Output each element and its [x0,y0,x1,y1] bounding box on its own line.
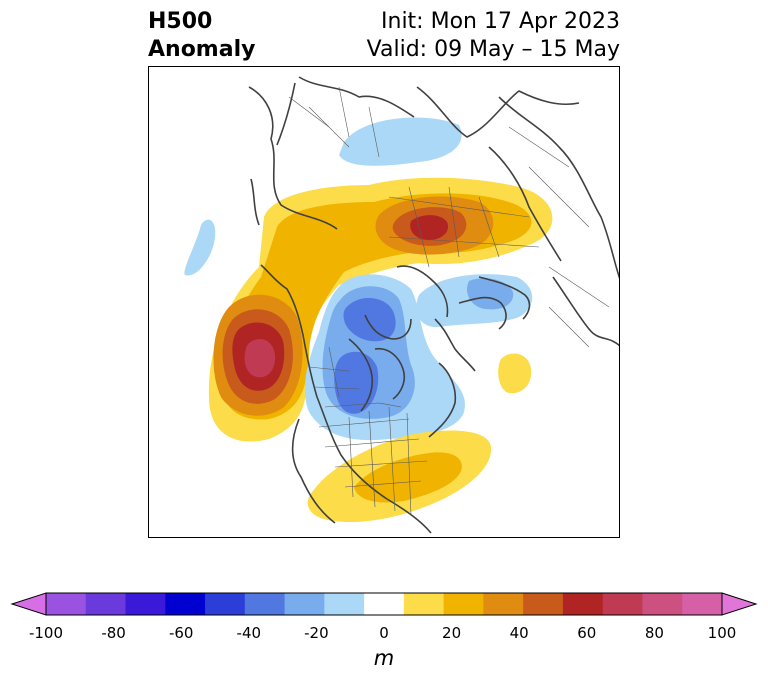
colorbar-segment [602,593,643,615]
colorbar-tick-label: 40 [509,624,529,642]
colorbar-segment [85,593,127,615]
anomaly-positive-siberia-core [410,215,449,241]
anomaly-positive-alaska-core [244,339,276,378]
colorbar-extend-low [10,592,47,616]
map-svg [184,76,619,534]
anomaly-fields [184,117,553,523]
colorbar-tick-label: -40 [236,624,262,642]
colorbar-tick-label: 80 [644,624,664,642]
anomaly-negative-pacific [184,219,216,276]
colorbar-segment [205,593,246,615]
title-type: Anomaly [148,37,256,62]
colorbar-segment [284,593,325,615]
colorbar-tick-label: 60 [577,624,597,642]
colorbar-segment [165,593,206,615]
colorbar-segment [523,593,564,615]
anomaly-negative-hudson-strong [334,351,379,414]
title-variable: H500 [148,9,213,34]
colorbar-segment [364,593,405,615]
colorbar-segment [324,593,365,615]
colorbar-segment [483,593,524,615]
colorbar-segment [244,593,286,615]
chart-title: H500 Anomaly [148,8,255,64]
valid-range: Valid: 09 May – 15 May [366,37,620,62]
colorbar-segment [562,593,604,615]
colorbar-tick-label: 20 [442,624,462,642]
colorbar-segment [642,593,683,615]
anomaly-negative-canada-strong [343,297,396,342]
colorbar-tick-label: -80 [101,624,126,642]
colorbar-segment [682,593,723,615]
colorbar-segment [443,593,484,615]
anomaly-positive-southeast-us-mid [354,452,462,503]
anomaly-map [148,66,620,538]
colorbar-extend-high [721,592,758,616]
colorbar-unit: m [373,646,395,670]
colorbar [10,592,758,616]
colorbar-segment [46,593,87,615]
colorbar-tick-label: 0 [379,624,389,642]
anomaly-negative-europe-mid [466,278,514,310]
anomaly-negative-north [339,117,462,166]
colorbar-tick-label: 100 [707,624,737,642]
colorbar-segment [125,593,166,615]
coastlines [248,76,619,534]
political-borders [288,86,610,516]
colorbar-tick-label: -100 [28,624,64,642]
colorbar-tick-label: -60 [168,624,194,642]
chart-dates: Init: Mon 17 Apr 2023 Valid: 09 May – 15… [367,8,620,64]
init-date: Init: Mon 17 Apr 2023 [381,9,620,34]
anomaly-positive-atlantic [498,353,532,394]
colorbar-tick-label: -20 [304,624,329,642]
colorbar-segment [403,593,445,615]
colorbar-border [45,592,723,616]
colorbar-segments [10,592,758,616]
